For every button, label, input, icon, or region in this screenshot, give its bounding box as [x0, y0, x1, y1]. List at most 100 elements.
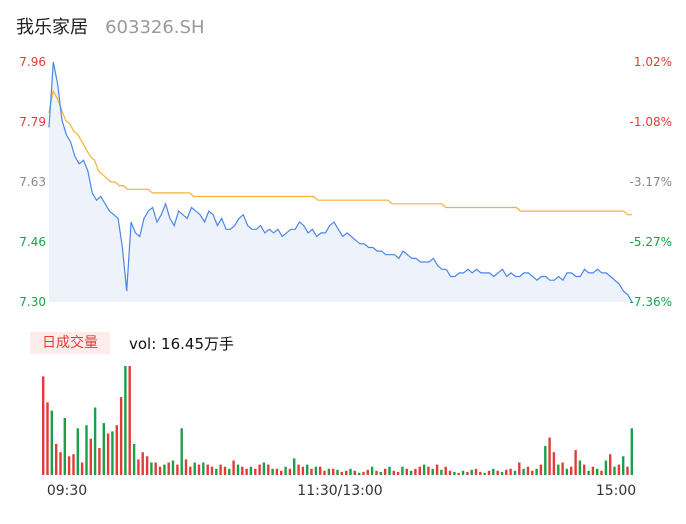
volume-bar	[370, 466, 374, 475]
volume-bar	[453, 471, 456, 475]
y-axis-left: 7.96 7.79 7.63 7.46 7.30	[19, 55, 46, 309]
volume-bar	[492, 468, 495, 475]
volume-badge: 日成交量	[30, 332, 110, 354]
volume-bar	[570, 466, 573, 475]
volume-bar	[163, 464, 166, 475]
volume-bar	[457, 472, 460, 475]
y-axis-right: 1.02% -1.08% -3.17% -5.27% -7.36%	[630, 55, 672, 309]
volume-bar	[72, 454, 75, 475]
volume-bar	[275, 468, 279, 475]
volume-bar	[46, 402, 49, 475]
volume-bar	[158, 466, 162, 475]
volume-bars	[42, 366, 633, 475]
volume-bar	[254, 468, 257, 475]
volume-bar	[111, 431, 114, 475]
volume-bar	[215, 468, 218, 475]
volume-bar	[470, 469, 473, 475]
volume-bar	[115, 425, 118, 475]
volume-bar	[552, 452, 556, 475]
volume-bar	[89, 438, 92, 475]
volume-bar	[236, 464, 240, 475]
volume-bar	[505, 469, 508, 475]
volume-bar	[383, 468, 387, 475]
volume-bar	[154, 462, 157, 475]
volume-bar	[128, 366, 131, 475]
volume-bar	[145, 456, 149, 475]
volume-bar	[197, 464, 201, 475]
volume-bar	[119, 397, 123, 475]
chart-title: 我乐家居 603326.SH	[16, 13, 205, 39]
volume-bar	[340, 471, 343, 475]
volume-bar	[184, 459, 188, 475]
volume-bar	[228, 468, 231, 475]
volume-bar	[141, 452, 144, 475]
volume-bar	[609, 454, 612, 475]
volume-bar	[375, 470, 378, 475]
volume-bar	[466, 471, 469, 475]
volume-bar	[67, 456, 71, 475]
volume-bar	[301, 466, 305, 475]
volume-bar	[323, 470, 326, 475]
volume-bar	[626, 466, 629, 475]
volume-bar	[63, 417, 66, 475]
volume-bar	[93, 407, 97, 475]
volume-bar	[293, 458, 296, 475]
volume-bar	[578, 460, 582, 475]
y-tick-left: 7.46	[19, 235, 46, 249]
volume-bar	[596, 468, 599, 475]
volume-bar	[206, 464, 209, 475]
volume-bar	[202, 462, 205, 475]
volume-bar	[414, 468, 417, 475]
volume-bar	[574, 450, 577, 475]
volume-bar	[522, 468, 525, 475]
volume-bar	[526, 466, 530, 475]
volume-bar	[362, 471, 365, 475]
volume-bar	[474, 468, 478, 475]
volume-bar	[189, 466, 192, 475]
volume-bar	[336, 469, 339, 475]
price-area-layer	[49, 62, 632, 302]
price-area	[49, 62, 632, 302]
volume-bar	[193, 462, 196, 475]
volume-bar	[106, 433, 110, 475]
volume-bar	[561, 462, 564, 475]
x-axis: 09:30 11:30/13:00 15:00	[47, 483, 636, 499]
volume-bar	[150, 462, 153, 475]
volume-bar	[345, 470, 348, 475]
y-tick-left: 7.63	[19, 175, 46, 189]
volume-bar	[392, 470, 395, 475]
volume-bar	[349, 468, 352, 475]
volume-bar	[444, 466, 447, 475]
volume-bar	[548, 437, 551, 475]
volume-bar	[617, 464, 621, 475]
volume-bar	[306, 464, 309, 475]
volume-bar	[431, 468, 434, 475]
volume-bar	[409, 470, 413, 475]
volume-bar	[479, 471, 482, 475]
volume-bar	[613, 466, 616, 475]
y-tick-right: -3.17%	[630, 175, 672, 189]
volume-bar	[557, 464, 560, 475]
y-tick-left: 7.96	[19, 55, 46, 69]
volume-bar	[267, 464, 270, 475]
y-tick-left: 7.30	[19, 295, 46, 309]
volume-bar	[630, 428, 633, 475]
volume-bar	[50, 410, 53, 475]
volume-bar	[245, 468, 248, 475]
volume-bar	[59, 452, 62, 475]
volume-bar	[600, 470, 603, 475]
volume-bar	[223, 466, 227, 475]
volume-bar	[591, 466, 595, 475]
volume-bar	[232, 460, 235, 475]
volume-bar	[440, 469, 443, 475]
volume-bar	[379, 471, 382, 475]
volume-bar	[42, 376, 45, 475]
avg-price-line	[48, 89, 632, 216]
volume-bar	[137, 459, 140, 475]
volume-bar	[496, 470, 499, 475]
y-tick-right: -7.36%	[630, 295, 672, 309]
volume-bar	[210, 466, 214, 475]
volume-bar	[124, 366, 127, 475]
volume-bar	[219, 464, 222, 475]
volume-bar	[531, 470, 534, 475]
